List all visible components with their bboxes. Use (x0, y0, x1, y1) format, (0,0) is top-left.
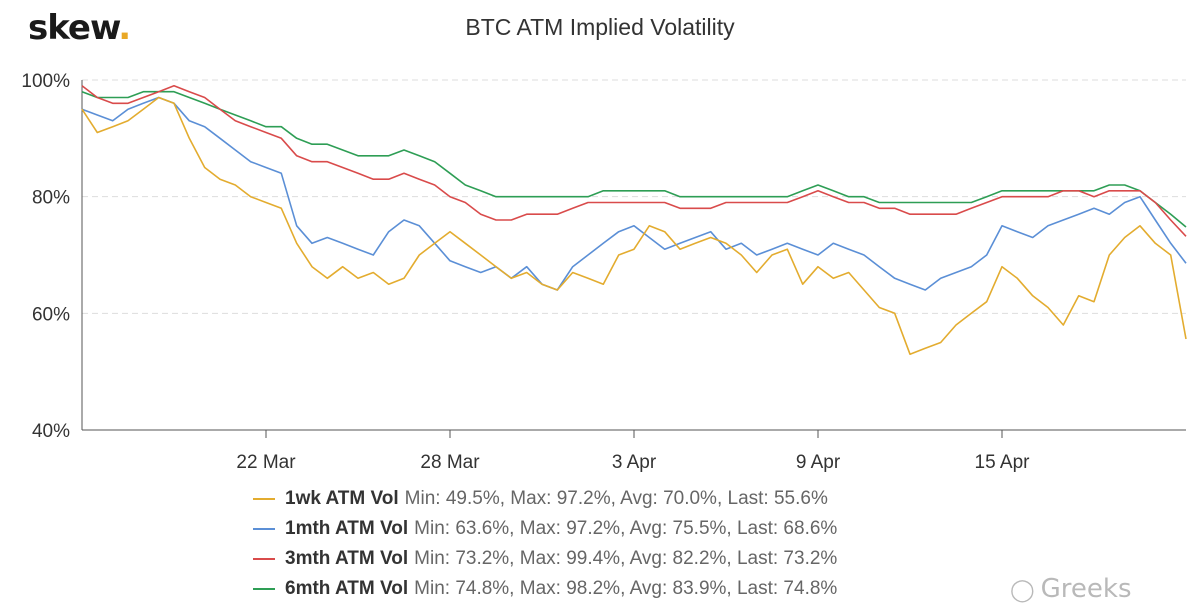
legend-series-stats: Min: 49.5%, Max: 97.2%, Avg: 70.0%, Last… (404, 488, 828, 509)
series-line-1wk (81, 96, 1187, 356)
series-line-6mth (81, 90, 1187, 228)
y-tick-label: 60% (32, 304, 70, 325)
legend-series-stats: Min: 73.2%, Max: 99.4%, Avg: 82.2%, Last… (414, 548, 838, 569)
x-tick-label: 3 Apr (612, 452, 657, 473)
legend-series-name: 3mth ATM Vol (285, 548, 409, 569)
series-line-3mth (81, 85, 1187, 237)
x-tick-label: 9 Apr (796, 452, 841, 473)
legend-series-name: 6mth ATM Vol (285, 578, 409, 599)
x-tick-label: 22 Mar (236, 452, 296, 473)
legend-swatch (253, 528, 275, 530)
legend-series-stats: Min: 63.6%, Max: 97.2%, Avg: 75.5%, Last… (414, 518, 838, 539)
x-tick-label: 28 Mar (420, 452, 480, 473)
chart-title: BTC ATM Implied Volatility (465, 14, 735, 40)
legend-series-name: 1wk ATM Vol (285, 488, 399, 509)
series-line-1mth (81, 96, 1187, 291)
legend-swatch (253, 558, 275, 560)
chart-legend: 1wk ATM Vol Min: 49.5%, Max: 97.2%, Avg:… (253, 484, 837, 604)
legend-item-1wk[interactable]: 1wk ATM Vol Min: 49.5%, Max: 97.2%, Avg:… (253, 484, 837, 514)
volatility-chart: 40% 60% 80% 100% 22 Mar 28 Mar 3 Apr 9 Apr 15 Ap… (21, 71, 1187, 473)
logo-text: skew (28, 8, 119, 48)
watermark-text: Greeks (1040, 574, 1132, 604)
legend-series-stats: Min: 74.8%, Max: 98.2%, Avg: 83.9%, Last… (414, 578, 838, 599)
skew-logo: skew. (28, 8, 131, 48)
legend-item-1mth[interactable]: 1mth ATM Vol Min: 63.6%, Max: 97.2%, Avg… (253, 514, 837, 544)
x-tick-label: 15 Apr (975, 452, 1031, 473)
y-tick-label: 100% (21, 71, 70, 92)
legend-swatch (253, 498, 275, 500)
logo-dot: . (118, 8, 131, 48)
y-tick-label: 80% (32, 188, 70, 209)
legend-item-3mth[interactable]: 3mth ATM Vol Min: 73.2%, Max: 99.4%, Avg… (253, 544, 837, 574)
legend-swatch (253, 588, 275, 590)
legend-item-6mth[interactable]: 6mth ATM Vol Min: 74.8%, Max: 98.2%, Avg… (253, 574, 837, 604)
legend-series-name: 1mth ATM Vol (285, 518, 409, 539)
greeks-watermark: ◯ Greeks (1010, 574, 1132, 604)
y-tick-label: 40% (32, 421, 70, 442)
wechat-icon: ◯ (1010, 578, 1035, 603)
